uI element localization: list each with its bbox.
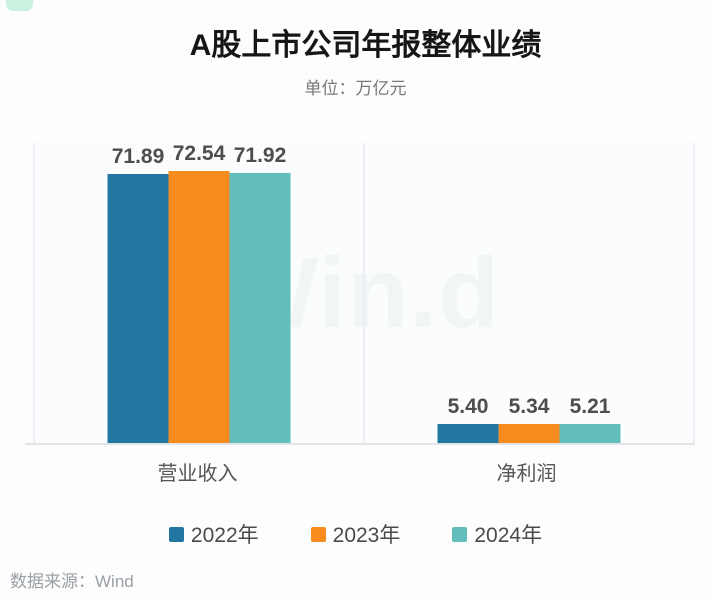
bar-column-2023-cat1: 72.54	[168, 142, 230, 444]
bar-column-2024-cat1: 71.92	[229, 144, 291, 444]
chart-panel-1: 71.89 72.54 71.92	[35, 143, 363, 444]
bar-group-2: 5.40 5.34 5.21	[437, 394, 621, 444]
bar-value-label: 5.21	[569, 395, 611, 419]
chart-unit-label: 单位：万亿元	[304, 79, 407, 98]
bar-value-label: 5.40	[447, 394, 489, 418]
bar-value-label: 71.89	[111, 144, 165, 168]
legend-swatch-2023	[310, 526, 326, 542]
legend-label-2023: 2023年	[332, 524, 401, 547]
legend-swatch-2024	[452, 526, 468, 542]
bar-value-label: 5.34	[508, 394, 550, 418]
chart-area: 71.89 72.54 71.92 5.40 5.34 5.21	[33, 143, 695, 444]
legend-item-2022: 2022年	[168, 519, 259, 549]
bar-2023-cat1	[168, 171, 230, 444]
bar-column-2024-cat2: 5.21	[559, 395, 621, 444]
bar-value-label: 72.54	[172, 142, 226, 166]
bar-column-2022-cat1: 71.89	[107, 144, 169, 444]
bar-2023-cat2	[498, 423, 560, 444]
bar-column-2023-cat2: 5.34	[498, 394, 560, 444]
category-label-2: 净利润	[496, 463, 557, 485]
bar-2024-cat1	[229, 173, 291, 444]
bar-group-1: 71.89 72.54 71.92	[107, 142, 291, 444]
legend-item-2023: 2023年	[310, 519, 401, 549]
corner-decoration	[6, 0, 33, 11]
legend: 2022年 2023年 2024年	[0, 519, 711, 549]
chart-title: A股上市公司年报整体业绩	[189, 29, 542, 62]
data-source-label: 数据来源：Wind	[10, 572, 134, 591]
bar-value-label: 71.92	[233, 144, 287, 168]
axis-baseline	[25, 443, 695, 445]
bar-2022-cat2	[437, 423, 499, 444]
category-labels: 营业收入 净利润	[33, 457, 691, 486]
legend-item-2024: 2024年	[452, 519, 542, 549]
category-label-1: 营业收入	[157, 463, 238, 485]
chart-panel-2: 5.40 5.34 5.21	[363, 143, 693, 444]
bar-2024-cat2	[559, 424, 621, 444]
bar-column-2022-cat2: 5.40	[437, 394, 499, 444]
bar-2022-cat1	[107, 173, 169, 444]
legend-label-2022: 2022年	[190, 524, 259, 547]
legend-swatch-2022	[168, 526, 184, 542]
legend-label-2024: 2024年	[474, 524, 543, 547]
